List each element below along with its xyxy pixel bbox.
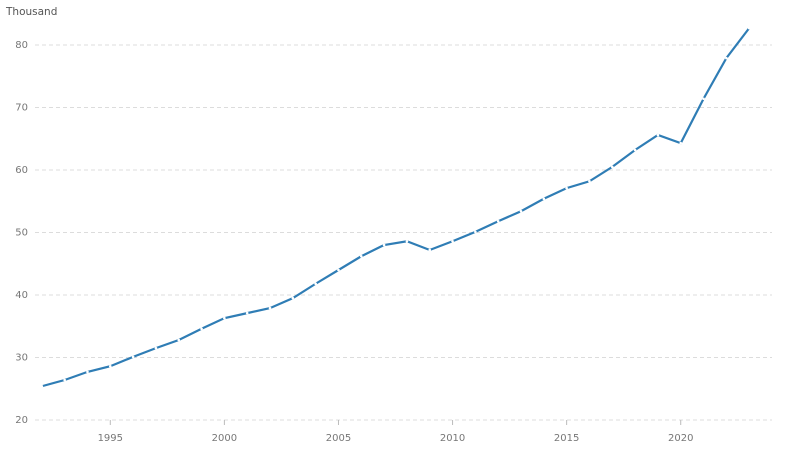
- y-tick-label: 60: [15, 165, 28, 176]
- x-tick-label: 2010: [440, 433, 465, 444]
- y-tick-label: 40: [15, 290, 28, 301]
- data-point: [382, 243, 386, 247]
- y-axis-label: Thousand: [5, 6, 57, 18]
- data-point: [40, 384, 44, 388]
- data-point: [108, 364, 112, 368]
- data-point: [268, 306, 272, 310]
- data-point: [725, 56, 728, 60]
- data-point: [245, 311, 249, 315]
- y-tick-label: 30: [15, 353, 28, 364]
- data-point: [496, 219, 500, 223]
- data-point: [519, 209, 523, 213]
- data-point: [291, 296, 295, 300]
- data-point: [610, 165, 614, 169]
- y-tick-label: 70: [15, 103, 28, 114]
- x-tick-label: 2005: [326, 433, 351, 444]
- x-tick-label: 2000: [212, 433, 237, 444]
- data-point: [154, 346, 158, 350]
- data-point: [359, 254, 363, 258]
- data-point: [451, 239, 454, 243]
- data-point: [314, 282, 317, 286]
- data-point: [747, 26, 751, 30]
- data-point: [200, 327, 203, 331]
- data-point: [337, 268, 340, 272]
- data-point: [223, 316, 226, 320]
- y-tick-label: 50: [15, 228, 28, 239]
- x-tick-label: 1995: [98, 433, 123, 444]
- data-line: [41, 27, 751, 388]
- data-point: [565, 186, 568, 190]
- data-point: [679, 141, 683, 145]
- data-point: [86, 370, 89, 374]
- data-point: [633, 148, 637, 152]
- x-tick-label: 2015: [554, 433, 579, 444]
- data-point: [177, 338, 181, 342]
- data-point: [474, 230, 477, 234]
- y-tick-label: 80: [15, 40, 28, 51]
- data-point: [542, 197, 546, 201]
- data-point: [131, 355, 135, 359]
- data-point: [656, 133, 660, 137]
- data-point: [428, 248, 432, 252]
- data-point: [405, 239, 409, 243]
- data-point: [702, 97, 705, 101]
- data-point: [588, 179, 591, 183]
- x-tick-label: 2020: [668, 433, 693, 444]
- y-tick-label: 20: [15, 415, 28, 426]
- data-point: [63, 378, 66, 382]
